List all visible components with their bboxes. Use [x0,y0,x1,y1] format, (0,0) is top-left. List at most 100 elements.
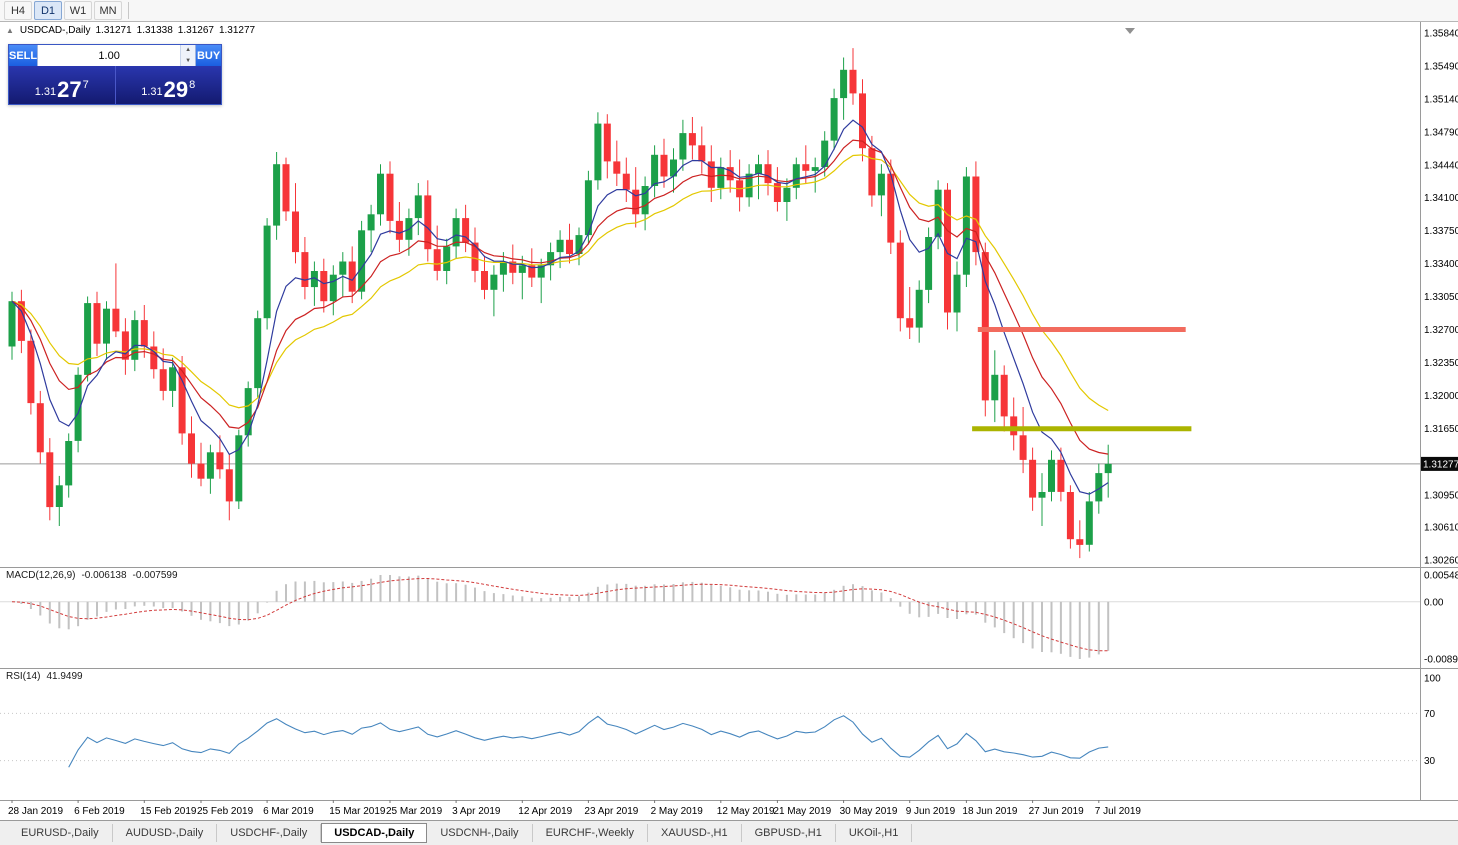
sell-button[interactable]: SELL [9,45,38,66]
svg-text:23 Apr 2019: 23 Apr 2019 [584,806,638,817]
toolbar-separator [128,2,129,19]
svg-text:30 May 2019: 30 May 2019 [840,806,898,817]
collapse-one-click-icon[interactable]: ▲ [6,26,14,35]
svg-text:2 May 2019: 2 May 2019 [651,806,704,817]
svg-text:0.00: 0.00 [1424,597,1444,608]
svg-text:28 Jan 2019: 28 Jan 2019 [8,806,63,817]
chart-close-value: 1.31277 [218,25,256,36]
rsi-value: 41.9499 [46,671,83,682]
svg-text:1.32700: 1.32700 [1424,325,1458,336]
chart-high-value: 1.31338 [136,25,173,36]
price-scale: 1.35840 1.35490 1.35140 1.34790 1.34440 1.341… [1424,29,1458,567]
chart-tab-usdchf-daily[interactable]: USDCHF-,Daily [217,824,322,842]
buy-price-pips: 29 [163,77,189,102]
chart-tab-gbpusd-h1[interactable]: GBPUSD-,H1 [742,824,836,842]
chart-shift-marker-icon[interactable] [1125,28,1135,34]
macd-name: MACD(12,26,9) [6,570,76,581]
chart-tab-usdcnh-daily[interactable]: USDCNH-,Daily [427,824,533,842]
candlesticks [8,48,1112,559]
macd-main-value: -0.006138 [81,570,127,581]
svg-text:27 Jun 2019: 27 Jun 2019 [1029,806,1084,817]
macd-signal-line [11,577,1109,652]
svg-text:15 Mar 2019: 15 Mar 2019 [329,806,386,817]
svg-text:1.33750: 1.33750 [1424,226,1458,237]
time-scale[interactable]: 28 Jan 2019 6 Feb 2019 15 Feb 2019 25 Feb 2… [8,800,1141,817]
svg-text:15 Feb 2019: 15 Feb 2019 [140,806,197,817]
sell-price-prefix: 1.31 [34,86,57,98]
chart-tab-eurchf-weekly[interactable]: EURCHF-,Weekly [533,824,648,842]
sell-price-point: 7 [82,79,89,91]
volume-increase-icon[interactable]: ▲ [181,45,196,56]
svg-text:1.30610: 1.30610 [1424,522,1458,533]
svg-text:25 Mar 2019: 25 Mar 2019 [386,806,443,817]
svg-text:1.32000: 1.32000 [1424,391,1458,402]
chart-tab-eurusd-daily[interactable]: EURUSD-,Daily [8,824,113,842]
svg-text:1.34440: 1.34440 [1424,161,1458,172]
macd-histogram [20,575,1110,659]
chart-area: 1.35840 1.35490 1.35140 1.34790 1.34440 1.341… [0,22,1458,820]
period-button-mn[interactable]: MN [94,1,122,20]
svg-text:1.33050: 1.33050 [1424,292,1458,303]
svg-text:18 Jun 2019: 18 Jun 2019 [962,806,1017,817]
svg-text:1.35140: 1.35140 [1424,95,1458,106]
ma-medium-line [11,139,1109,455]
macd-signal-value: -0.007599 [132,570,178,581]
svg-text:1.34790: 1.34790 [1424,128,1458,139]
svg-text:1.34100: 1.34100 [1424,193,1458,204]
period-button-h4[interactable]: H4 [4,1,32,20]
buy-price-prefix: 1.31 [141,86,163,98]
svg-text:12 May 2019: 12 May 2019 [717,806,775,817]
rsi-line [68,715,1109,768]
svg-text:0.005484: 0.005484 [1424,571,1458,582]
chart-tab-audusd-daily[interactable]: AUDUSD-,Daily [113,824,218,842]
svg-text:1.33400: 1.33400 [1424,259,1458,270]
buy-price-display[interactable]: 1.31 29 8 [115,66,221,104]
volume-box: ▲ ▼ [37,45,197,66]
svg-text:3 Apr 2019: 3 Apr 2019 [452,806,501,817]
svg-text:21 May 2019: 21 May 2019 [773,806,831,817]
svg-text:1.35840: 1.35840 [1424,29,1458,40]
svg-text:9 Jun 2019: 9 Jun 2019 [906,806,956,817]
rsi-scale: 100 70 30 [1424,674,1441,768]
ma-fast-line [11,119,1109,495]
volume-input[interactable] [38,45,181,66]
chart-canvas[interactable]: 1.35840 1.35490 1.35140 1.34790 1.34440 1.341… [0,22,1458,820]
svg-text:100: 100 [1424,674,1441,685]
svg-text:30: 30 [1424,756,1436,767]
macd-scale: 0.005484 0.00 -0.008977 [1424,571,1458,666]
chart-tab-usdcad-daily[interactable]: USDCAD-,Daily [321,823,428,843]
sell-price-display[interactable]: 1.31 27 7 [9,66,116,104]
macd-label: MACD(12,26,9) -0.006138 -0.007599 [6,570,178,581]
period-button-d1[interactable]: D1 [34,1,62,20]
svg-text:12 Apr 2019: 12 Apr 2019 [518,806,572,817]
period-button-w1[interactable]: W1 [64,1,92,20]
rsi-label: RSI(14) 41.9499 [6,671,83,682]
svg-text:6 Feb 2019: 6 Feb 2019 [74,806,125,817]
svg-text:6 Mar 2019: 6 Mar 2019 [263,806,314,817]
svg-text:7 Jul 2019: 7 Jul 2019 [1095,806,1142,817]
period-toolbar: H4 D1 W1 MN [0,0,1458,22]
svg-text:1.31277: 1.31277 [1423,459,1458,470]
svg-text:70: 70 [1424,709,1436,720]
svg-text:1.30950: 1.30950 [1424,490,1458,501]
buy-price-point: 8 [189,79,196,91]
volume-decrease-icon[interactable]: ▼ [181,55,196,66]
ma-slow-line [11,154,1109,412]
sell-price-pips: 27 [57,77,82,102]
chart-tab-ukoil-h1[interactable]: UKOil-,H1 [836,824,913,842]
chart-title: ▲ USDCAD-,Daily 1.31271 1.31338 1.31267 … [6,25,255,36]
svg-text:1.35490: 1.35490 [1424,62,1458,73]
rsi-name: RSI(14) [6,671,41,682]
chart-low-value: 1.31267 [177,25,214,36]
svg-text:1.30260: 1.30260 [1424,556,1458,567]
chart-tab-bar: EURUSD-,Daily AUDUSD-,Daily USDCHF-,Daily U… [0,820,1458,845]
one-click-trading-panel: SELL ▲ ▼ BUY 1.31 27 7 1.31 [8,44,222,105]
svg-text:1.31650: 1.31650 [1424,424,1458,435]
bid-price-badge: 1.31277 [1420,456,1458,471]
chart-tab-xauusd-h1[interactable]: XAUUSD-,H1 [648,824,742,842]
svg-text:25 Feb 2019: 25 Feb 2019 [197,806,254,817]
buy-button[interactable]: BUY [196,45,221,66]
chart-symbol-period: USDCAD-,Daily [19,25,91,36]
svg-text:-0.008977: -0.008977 [1424,655,1458,666]
